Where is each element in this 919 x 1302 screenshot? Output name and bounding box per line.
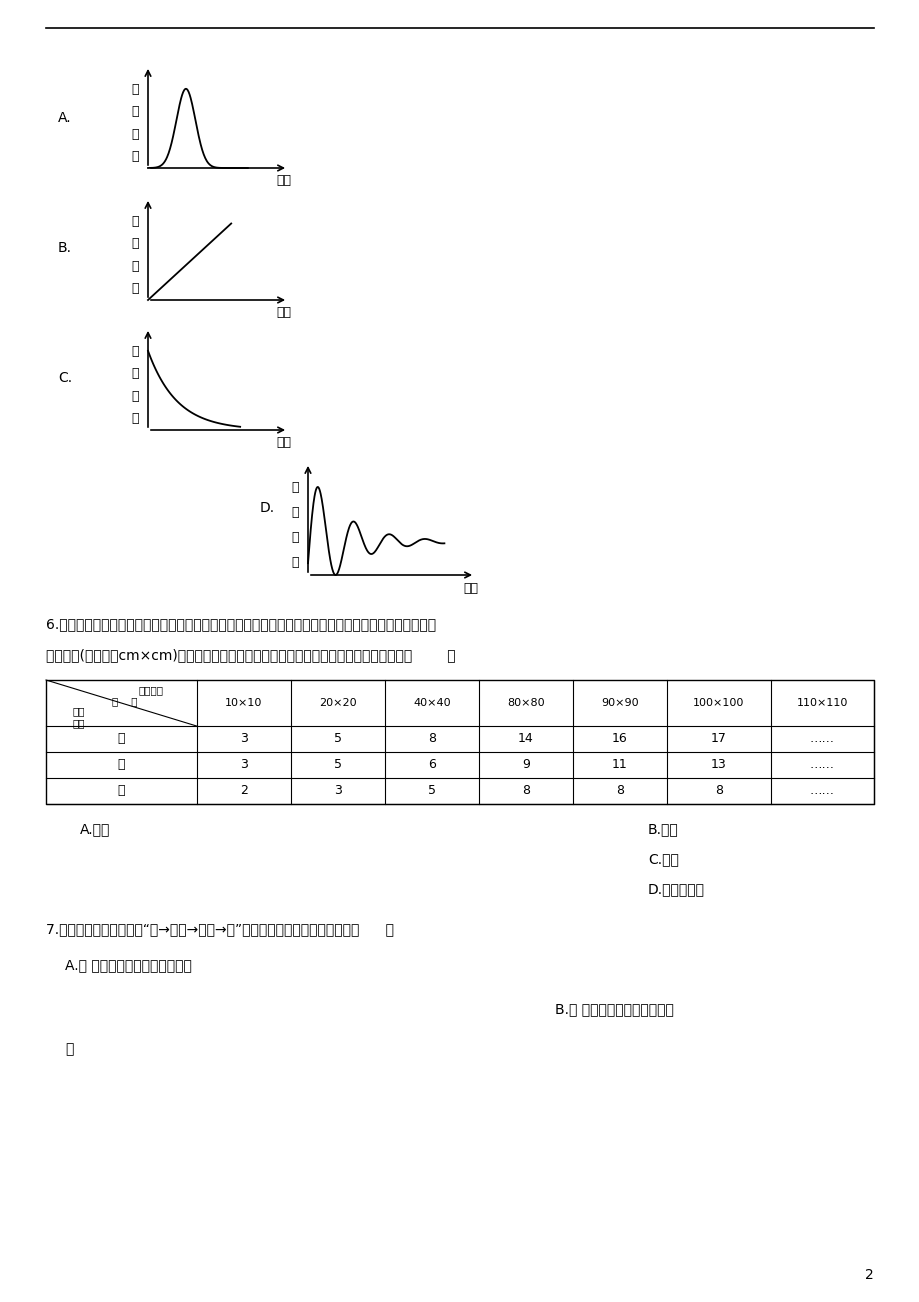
Text: 鹿: 鹿 (131, 83, 139, 96)
Text: 17: 17 (710, 733, 726, 746)
Text: 100×100: 100×100 (692, 698, 743, 708)
Text: 统计结果(调查面积cm×cm)，根据表中数据推断，对放牧干扰的抗抗力最弱的草原类型是（        ）: 统计结果(调查面积cm×cm)，根据表中数据推断，对放牧干扰的抗抗力最弱的草原类… (46, 648, 455, 661)
Bar (46, 680, 873, 805)
Text: 5: 5 (334, 733, 341, 746)
Text: 时间: 时间 (463, 582, 478, 595)
Text: 数: 数 (131, 389, 139, 402)
Text: B.　乙: B. 乙 (647, 822, 678, 836)
Text: 3: 3 (239, 759, 247, 772)
Text: 量: 量 (131, 283, 139, 296)
Text: 的: 的 (131, 105, 139, 118)
Text: 16: 16 (611, 733, 627, 746)
Text: 的: 的 (131, 237, 139, 250)
Text: 时间: 时间 (277, 174, 291, 187)
Text: D.　不能确定: D. 不能确定 (647, 881, 704, 896)
Text: 3: 3 (239, 733, 247, 746)
Text: 8: 8 (616, 785, 623, 798)
Text: 丙: 丙 (118, 785, 125, 798)
Text: 2: 2 (864, 1268, 873, 1282)
Text: 数: 数 (131, 260, 139, 272)
Text: 3: 3 (334, 785, 341, 798)
Text: A.　 害虫数量增加，蛇数量增加: A. 害虫数量增加，蛇数量增加 (65, 958, 192, 973)
Text: 鹿: 鹿 (131, 345, 139, 358)
Text: 的: 的 (291, 506, 299, 519)
Text: 量: 量 (291, 556, 299, 569)
Text: ……: …… (809, 759, 834, 772)
Text: 6.生态工作者从东到西对我国北方甲、乙、丙三种类型的草原进行调查。下表是不同面积中不同物种数量: 6.生态工作者从东到西对我国北方甲、乙、丙三种类型的草原进行调查。下表是不同面积… (46, 617, 436, 631)
Text: 2: 2 (239, 785, 247, 798)
Text: 80×80: 80×80 (506, 698, 544, 708)
Text: 草原
类型: 草原 类型 (73, 706, 85, 728)
Text: 甲: 甲 (118, 733, 125, 746)
Text: D.: D. (260, 501, 275, 516)
Text: 鹿: 鹿 (131, 215, 139, 228)
Text: 11: 11 (611, 759, 627, 772)
Text: 调查面积: 调查面积 (139, 685, 164, 695)
Text: 量: 量 (131, 150, 139, 163)
Text: 9: 9 (521, 759, 529, 772)
Text: B.: B. (58, 241, 72, 255)
Text: 14: 14 (517, 733, 533, 746)
Text: B.　 害虫数量增加，蛇数量减: B. 害虫数量增加，蛇数量减 (554, 1003, 673, 1016)
Text: 40×40: 40×40 (413, 698, 450, 708)
Text: 少: 少 (65, 1042, 74, 1056)
Text: 10×10: 10×10 (224, 698, 262, 708)
Text: 5: 5 (427, 785, 436, 798)
Text: A.　甲: A. 甲 (80, 822, 110, 836)
Text: 13: 13 (710, 759, 726, 772)
Text: 20×20: 20×20 (319, 698, 356, 708)
Text: 鹿: 鹿 (291, 480, 299, 493)
Text: 时间: 时间 (277, 436, 291, 449)
Text: ……: …… (809, 733, 834, 746)
Text: 乙: 乙 (118, 759, 125, 772)
Text: A.: A. (58, 111, 72, 125)
Text: 量: 量 (131, 413, 139, 426)
Text: 7.人类大量捕食青蛙，对“草→害虫→青蛙→蛇”食物链中的其他生物的影响是（      ）: 7.人类大量捕食青蛙，对“草→害虫→青蛙→蛇”食物链中的其他生物的影响是（ ） (46, 922, 393, 936)
Text: 数: 数 (291, 531, 299, 544)
Text: 8: 8 (427, 733, 436, 746)
Text: 6: 6 (427, 759, 436, 772)
Text: 物    种: 物 种 (111, 697, 137, 706)
Text: 5: 5 (334, 759, 341, 772)
Text: ……: …… (809, 785, 834, 798)
Text: 的: 的 (131, 367, 139, 380)
Text: C.: C. (58, 371, 72, 385)
Text: 时间: 时间 (277, 306, 291, 319)
Text: 8: 8 (521, 785, 529, 798)
Text: 90×90: 90×90 (600, 698, 638, 708)
Text: 110×110: 110×110 (796, 698, 847, 708)
Text: 数: 数 (131, 128, 139, 141)
Text: 8: 8 (714, 785, 722, 798)
Text: C.　丙: C. 丙 (647, 852, 678, 866)
